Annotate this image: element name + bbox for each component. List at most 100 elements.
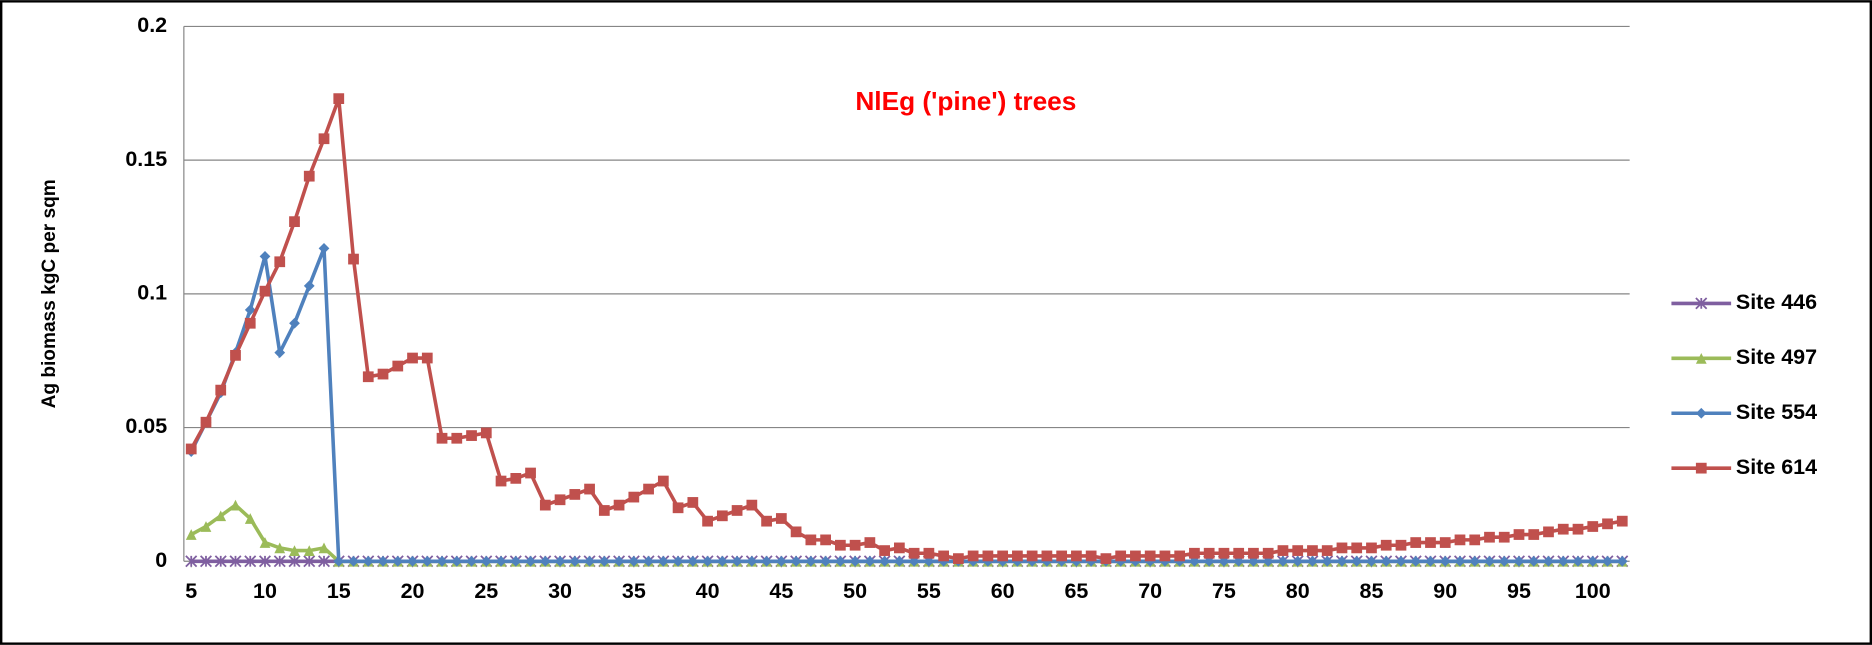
- data-point: [407, 352, 418, 364]
- data-point: [1454, 534, 1466, 546]
- legend-marker: [1695, 407, 1707, 419]
- data-point: [1395, 539, 1407, 551]
- data-point: [230, 499, 241, 511]
- data-point: [820, 534, 831, 546]
- data-point: [1395, 555, 1407, 567]
- data-point: [1484, 531, 1495, 543]
- data-point: [643, 483, 654, 495]
- data-point: [333, 555, 345, 567]
- data-point: [1572, 523, 1584, 535]
- data-point: [1262, 547, 1274, 559]
- y-tick-label: 0.1: [137, 281, 167, 305]
- data-point: [1513, 529, 1525, 540]
- data-point: [1602, 518, 1613, 530]
- data-point: [1056, 550, 1068, 562]
- data-point: [1085, 550, 1097, 562]
- data-point: [1115, 550, 1127, 562]
- data-point: [1321, 555, 1333, 567]
- data-point: [185, 443, 197, 455]
- data-point: [303, 545, 315, 556]
- data-point: [480, 427, 492, 439]
- data-point: [274, 256, 286, 268]
- data-point: [834, 555, 846, 567]
- data-point: [672, 555, 684, 567]
- data-point: [1498, 531, 1510, 543]
- x-tick-label: 80: [1286, 579, 1310, 603]
- data-point: [1321, 545, 1333, 556]
- x-tick-label: 5: [185, 579, 197, 603]
- x-tick-label: 100: [1575, 579, 1611, 603]
- data-point: [244, 513, 256, 524]
- legend-label: Site 497: [1736, 345, 1817, 369]
- data-point: [613, 555, 625, 567]
- data-point: [1189, 547, 1200, 559]
- data-point: [539, 555, 551, 567]
- data-point: [1513, 555, 1525, 567]
- data-point: [805, 534, 817, 546]
- data-point: [200, 521, 212, 532]
- data-point: [584, 483, 595, 495]
- x-tick-label: 50: [843, 579, 867, 603]
- data-point: [436, 555, 448, 567]
- y-axis-label: Ag biomass kgC per sqm: [39, 179, 60, 408]
- data-point: [879, 545, 890, 556]
- data-point: [436, 432, 448, 444]
- x-tick-label: 60: [991, 579, 1015, 603]
- data-point: [215, 384, 227, 396]
- data-point: [584, 555, 595, 567]
- data-point: [879, 555, 890, 567]
- data-point: [1336, 542, 1348, 554]
- data-point: [1248, 547, 1259, 559]
- data-point: [348, 253, 359, 265]
- data-point: [1307, 555, 1318, 567]
- x-tick-label: 65: [1064, 579, 1088, 603]
- legend-marker: [1695, 297, 1708, 310]
- data-point: [525, 467, 536, 479]
- x-tick-label: 45: [769, 579, 793, 603]
- data-point: [657, 475, 669, 487]
- data-point: [273, 555, 286, 568]
- data-point: [923, 547, 935, 559]
- data-point: [687, 555, 699, 567]
- x-tick-label: 20: [401, 579, 425, 603]
- data-point: [569, 489, 581, 500]
- data-point: [303, 170, 315, 182]
- data-point: [1498, 555, 1510, 567]
- data-point: [1307, 545, 1318, 556]
- x-tick-label: 15: [327, 579, 351, 603]
- legend-marker: [1695, 462, 1707, 474]
- data-point: [451, 555, 463, 567]
- data-point: [820, 555, 831, 567]
- data-point: [274, 542, 286, 554]
- data-point: [185, 555, 198, 568]
- data-point: [731, 555, 743, 567]
- data-point: [318, 133, 330, 145]
- data-point: [790, 555, 802, 567]
- x-tick-label: 25: [474, 579, 498, 603]
- data-point: [289, 545, 300, 556]
- data-point: [1233, 547, 1245, 559]
- x-tick-label: 35: [622, 579, 646, 603]
- data-point: [657, 555, 669, 567]
- data-point: [894, 542, 905, 554]
- data-point: [849, 539, 861, 551]
- data-point: [1469, 555, 1481, 567]
- data-point: [1469, 534, 1481, 546]
- data-point: [392, 360, 404, 372]
- data-point: [1380, 539, 1392, 551]
- data-point: [1174, 550, 1186, 562]
- data-point: [1277, 545, 1289, 556]
- data-point: [289, 216, 300, 228]
- data-point: [1071, 550, 1082, 562]
- data-point: [510, 555, 522, 567]
- data-point: [1528, 529, 1540, 540]
- data-point: [1336, 555, 1348, 567]
- x-tick-label: 95: [1507, 579, 1531, 603]
- data-point: [466, 430, 477, 441]
- data-point: [554, 494, 566, 506]
- data-point: [1292, 545, 1304, 556]
- data-point: [421, 352, 433, 364]
- data-point: [731, 505, 743, 516]
- data-point: [1557, 555, 1569, 567]
